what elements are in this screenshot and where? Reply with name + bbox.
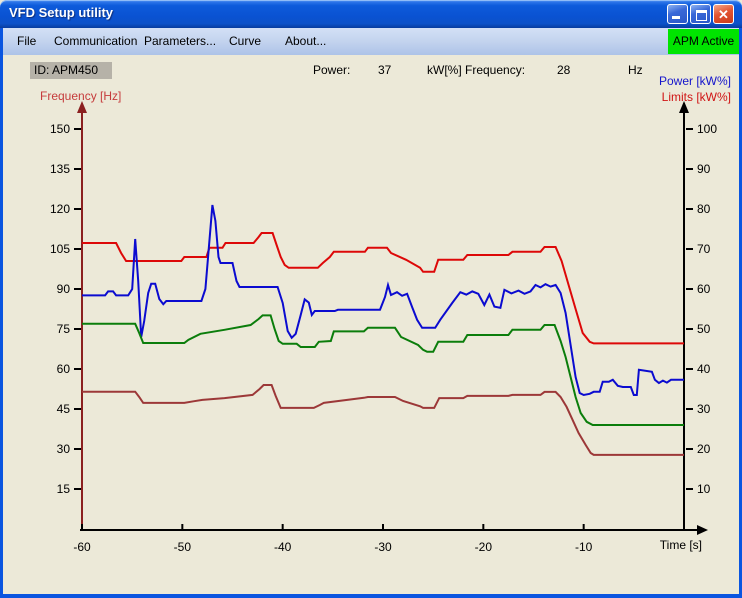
svg-text:90: 90: [57, 282, 71, 296]
series-limit-upper: [82, 232, 684, 345]
menu-curve[interactable]: Curve: [229, 34, 262, 48]
svg-text:10: 10: [697, 482, 711, 496]
window-title: VFD Setup utility: [9, 5, 113, 20]
series-power: [82, 204, 684, 397]
menu-bar: File Communication Parameters... Curve A…: [3, 28, 739, 55]
minimize-icon: [672, 16, 680, 19]
frequency-unit: Hz: [628, 63, 643, 77]
svg-text:150: 150: [50, 122, 70, 136]
svg-text:105: 105: [50, 242, 70, 256]
window-border-right: [739, 28, 742, 598]
svg-text:-20: -20: [475, 540, 493, 554]
svg-text:40: 40: [697, 362, 711, 376]
maximize-icon: [696, 10, 707, 21]
svg-text:30: 30: [57, 442, 71, 456]
power-unit: kW[%]: [427, 63, 462, 77]
menu-about[interactable]: About...: [285, 34, 327, 48]
svg-text:75: 75: [57, 322, 71, 336]
maximize-button[interactable]: [690, 4, 711, 24]
svg-text:100: 100: [697, 122, 717, 136]
minimize-button[interactable]: [667, 4, 688, 24]
device-id-field: ID: APM450: [30, 62, 112, 79]
svg-text:70: 70: [697, 242, 711, 256]
svg-text:30: 30: [697, 402, 711, 416]
svg-text:120: 120: [50, 202, 70, 216]
title-bar[interactable]: VFD Setup utility ✕: [0, 0, 742, 28]
svg-text:135: 135: [50, 162, 70, 176]
svg-text:90: 90: [697, 162, 711, 176]
svg-text:50: 50: [697, 322, 711, 336]
svg-text:-60: -60: [73, 540, 91, 554]
frequency-value: 28: [557, 63, 571, 77]
window-border-left: [0, 28, 3, 598]
window-border-bottom: [0, 594, 742, 598]
right-axis-caption-limits: Limits [kW%]: [661, 90, 731, 104]
svg-text:-10: -10: [575, 540, 593, 554]
right-axis-caption-power: Power [kW%]: [658, 74, 731, 88]
power-label: Power:: [313, 63, 351, 77]
svg-text:80: 80: [697, 202, 711, 216]
svg-text:-30: -30: [374, 540, 392, 554]
svg-text:20: 20: [697, 442, 711, 456]
frequency-label: Frequency:: [465, 63, 526, 77]
close-icon: ✕: [718, 7, 729, 22]
menu-communication[interactable]: Communication: [54, 34, 138, 48]
power-value: 37: [378, 63, 392, 77]
svg-text:60: 60: [697, 282, 711, 296]
menu-parameters[interactable]: Parameters...: [144, 34, 217, 48]
menu-file[interactable]: File: [17, 34, 37, 48]
svg-text:60: 60: [57, 362, 71, 376]
series-limit-lower: [82, 314, 684, 426]
svg-text:-40: -40: [274, 540, 292, 554]
status-badge-apm-active: APM Active: [668, 29, 739, 54]
svg-text:45: 45: [57, 402, 71, 416]
svg-text:-50: -50: [174, 540, 192, 554]
series-frequency: [82, 384, 684, 456]
x-axis-caption: Time [s]: [659, 538, 702, 552]
svg-text:15: 15: [57, 482, 71, 496]
close-button[interactable]: ✕: [713, 4, 734, 24]
left-axis-caption: Frequency [Hz]: [40, 89, 122, 103]
